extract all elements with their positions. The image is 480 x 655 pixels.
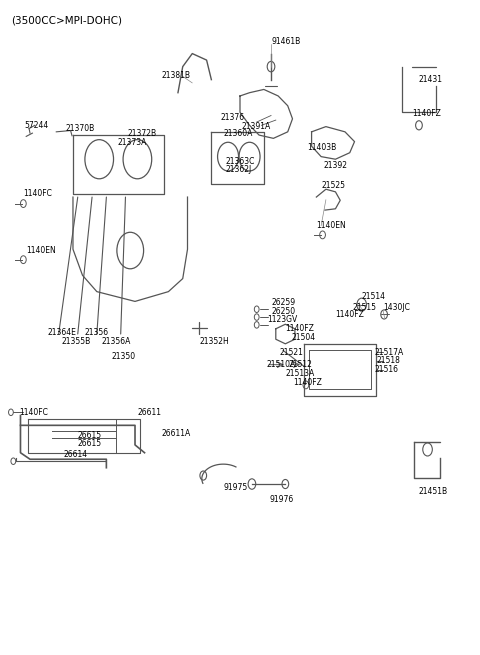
Text: 21370B: 21370B: [66, 124, 95, 133]
Text: 1140FZ: 1140FZ: [293, 379, 323, 388]
Text: 1430JC: 1430JC: [383, 303, 410, 312]
Text: 21355B: 21355B: [62, 337, 91, 346]
Text: 21515: 21515: [352, 303, 376, 312]
Text: 1140EN: 1140EN: [316, 221, 346, 231]
Text: 91975: 91975: [223, 483, 248, 492]
Text: 26250: 26250: [271, 307, 295, 316]
Text: 91976: 91976: [270, 495, 294, 504]
Text: 21517A: 21517A: [374, 348, 404, 357]
Text: 21381B: 21381B: [161, 71, 190, 80]
Text: 21504: 21504: [291, 333, 316, 343]
Text: 21431: 21431: [419, 75, 443, 84]
Text: 21376: 21376: [221, 113, 245, 122]
Text: 26615: 26615: [78, 439, 102, 448]
Text: 21350: 21350: [111, 352, 135, 362]
Text: 21518: 21518: [376, 356, 400, 365]
Text: 21513A: 21513A: [285, 369, 314, 378]
Text: 1140EN: 1140EN: [27, 246, 57, 255]
Text: 1140FZ: 1140FZ: [412, 109, 441, 118]
Text: 21363C: 21363C: [226, 157, 255, 166]
Text: (3500CC>MPI-DOHC): (3500CC>MPI-DOHC): [11, 16, 122, 26]
Text: 1123GV: 1123GV: [268, 315, 298, 324]
Text: 21392: 21392: [324, 161, 348, 170]
Text: 21512: 21512: [288, 360, 312, 369]
Text: 21521: 21521: [279, 348, 303, 357]
Text: 1140FC: 1140FC: [23, 189, 52, 198]
Text: 21352H: 21352H: [199, 337, 229, 346]
Text: 11403B: 11403B: [307, 143, 336, 152]
Text: 21391A: 21391A: [241, 122, 271, 131]
Text: 21372B: 21372B: [128, 128, 157, 138]
Text: 26614: 26614: [63, 450, 87, 459]
Text: 21373A: 21373A: [117, 138, 147, 147]
Text: 1140FZ: 1140FZ: [336, 310, 364, 319]
Text: 21362J: 21362J: [226, 165, 252, 174]
Text: 91461B: 91461B: [271, 37, 300, 47]
Text: 21525: 21525: [321, 181, 345, 190]
Text: 21356A: 21356A: [102, 337, 131, 346]
Text: 21364E: 21364E: [48, 328, 76, 337]
Text: 26611A: 26611A: [161, 428, 191, 438]
Text: 26259: 26259: [271, 298, 295, 307]
Text: 21451B: 21451B: [419, 487, 448, 496]
Text: 21360A: 21360A: [223, 128, 252, 138]
Text: 21516: 21516: [374, 365, 398, 375]
Text: 26611: 26611: [137, 408, 161, 417]
Text: 26615: 26615: [78, 430, 102, 440]
Text: 1140FC: 1140FC: [20, 408, 48, 417]
Text: 57244: 57244: [24, 121, 48, 130]
Text: 21356: 21356: [85, 328, 109, 337]
Text: 21514: 21514: [362, 291, 386, 301]
Text: 1140FZ: 1140FZ: [285, 324, 314, 333]
Text: 21510A: 21510A: [266, 360, 296, 369]
